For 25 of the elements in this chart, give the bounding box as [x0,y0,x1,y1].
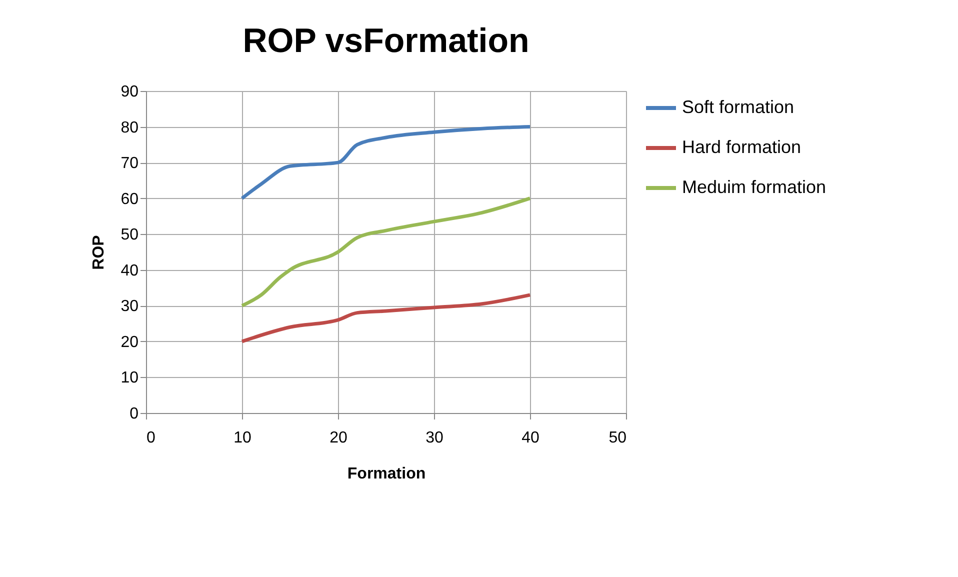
legend-label: Meduim formation [682,177,826,197]
line-series [240,293,532,344]
y-tick-label: 60 [120,190,139,208]
y-tick-label: 20 [120,334,139,351]
legend-label: Soft formation [682,97,794,117]
y-tick-label: 90 [120,84,139,100]
y-tick-label: 30 [120,298,139,316]
legend-label: Hard formation [682,137,802,157]
line-series [240,125,532,200]
y-tick-label: 10 [120,370,139,387]
x-tick-label: 30 [426,430,444,446]
y-tick-label: 0 [130,406,139,422]
x-axis-title: Formation [347,466,426,482]
y-tick-label: 40 [120,262,139,280]
y-tick-label: 70 [120,155,139,172]
y-tick-label: 50 [120,226,139,244]
x-tick-label: 40 [522,430,540,446]
x-tick-label: 10 [234,430,252,446]
x-tick-label: 50 [608,430,627,446]
line-series [240,196,532,308]
y-axis-title: ROP [90,234,108,270]
x-tick-label: 0 [146,430,156,446]
chart-title: ROP vsFormation [242,22,530,60]
y-tick-label: 80 [120,119,139,136]
x-tick-label: 20 [330,430,348,446]
